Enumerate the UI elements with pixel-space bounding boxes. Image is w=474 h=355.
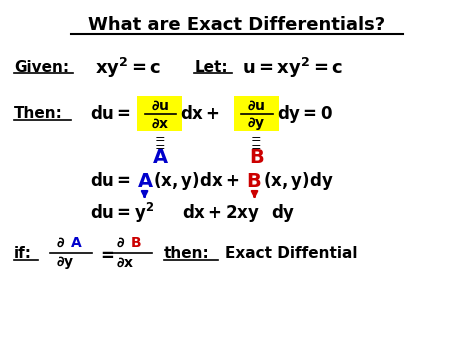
Text: $\mathbf{\partial u}$: $\mathbf{\partial u}$ [151,99,169,113]
Text: $\mathbf{dy = 0}$: $\mathbf{dy = 0}$ [277,103,333,125]
FancyBboxPatch shape [137,96,182,131]
Text: $\mathbf{dx + 2xy}$: $\mathbf{dx + 2xy}$ [182,202,260,224]
Text: $\mathbf{\partial x}$: $\mathbf{\partial x}$ [117,256,135,270]
Text: if:: if: [14,246,32,261]
Text: $\mathbf{u = xy^2 = c}$: $\mathbf{u = xy^2 = c}$ [242,55,343,80]
Text: $\mathbf{\partial}$: $\mathbf{\partial}$ [116,236,126,250]
Text: =: = [251,133,262,146]
Text: $\mathbf{\partial y}$: $\mathbf{\partial y}$ [56,254,74,271]
Text: Exact Diffential: Exact Diffential [225,246,358,261]
Text: $\mathbf{dy}$: $\mathbf{dy}$ [271,202,295,224]
Text: $\mathbf{A}$: $\mathbf{A}$ [70,236,83,250]
Text: $\mathbf{(x,y)dy}$: $\mathbf{(x,y)dy}$ [263,170,334,192]
Text: $\mathbf{(x,y)dx + }$: $\mathbf{(x,y)dx + }$ [153,170,239,192]
Text: Then:: Then: [14,106,63,121]
Text: $\mathbf{B}$: $\mathbf{B}$ [249,148,264,168]
Text: $\mathbf{\partial x}$: $\mathbf{\partial x}$ [151,116,169,131]
Text: $\mathbf{A}$: $\mathbf{A}$ [137,171,154,191]
FancyBboxPatch shape [234,96,279,131]
Text: $\mathbf{B}$: $\mathbf{B}$ [246,171,262,191]
Text: $\mathbf{\partial}$: $\mathbf{\partial}$ [56,236,65,250]
Text: What are Exact Differentials?: What are Exact Differentials? [89,16,385,34]
Text: $\mathbf{dx +}$: $\mathbf{dx +}$ [180,105,220,122]
Text: $\mathbf{A}$: $\mathbf{A}$ [152,148,169,168]
Text: $\mathbf{du = y^2}$: $\mathbf{du = y^2}$ [90,201,154,225]
Text: Let:: Let: [194,60,228,75]
Text: $\mathbf{B}$: $\mathbf{B}$ [130,236,142,250]
Text: =: = [155,141,165,154]
Text: $\mathbf{\partial y}$: $\mathbf{\partial y}$ [247,115,265,132]
Text: $\mathbf{\partial u}$: $\mathbf{\partial u}$ [247,99,265,113]
Text: $\mathbf{du = }$: $\mathbf{du = }$ [90,105,131,122]
Text: Given:: Given: [14,60,69,75]
Text: $\mathbf{=}$: $\mathbf{=}$ [97,245,115,263]
Text: =: = [155,133,165,146]
Text: then:: then: [164,246,210,261]
Text: $\mathbf{du = }$: $\mathbf{du = }$ [90,172,131,190]
Text: =: = [251,141,262,154]
Text: $\mathbf{xy^2 = c}$: $\mathbf{xy^2 = c}$ [95,55,161,80]
